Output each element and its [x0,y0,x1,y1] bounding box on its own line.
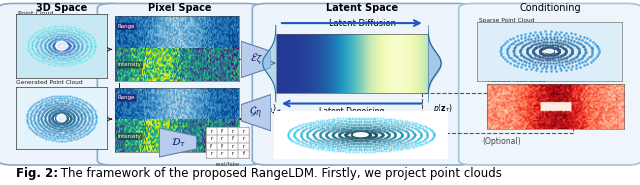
Text: Intensity: Intensity [118,134,141,139]
Text: $p(\mathbf{z}_0)$: $p(\mathbf{z}_0)$ [257,102,276,115]
Text: Latent Space: Latent Space [326,3,398,13]
Text: The framework of the proposed RangeLDM. Firstly, we project point clouds: The framework of the proposed RangeLDM. … [57,167,502,180]
Text: $p(\mathbf{z}_T)$: $p(\mathbf{z}_T)$ [433,102,453,115]
Text: Range: Range [118,24,135,29]
Text: Fig. 2:: Fig. 2: [15,167,58,180]
Text: Intensity: Intensity [118,62,141,67]
Text: Latent Diffusion: Latent Diffusion [329,19,396,28]
FancyBboxPatch shape [0,4,125,165]
Text: Masked Point Cloud: Masked Point Cloud [488,78,546,83]
Text: Pixel Space: Pixel Space [148,3,211,13]
Text: Latent Denoising: Latent Denoising [319,107,385,116]
Text: Conditioning: Conditioning [519,3,581,13]
Text: Sparse Point Cloud: Sparse Point Cloud [479,18,534,23]
Text: real/fake: real/fake [216,161,239,166]
Text: 3D Space: 3D Space [36,3,88,13]
FancyBboxPatch shape [459,4,640,165]
Text: Point Cloud: Point Cloud [18,11,54,16]
Text: Range: Range [118,95,135,100]
FancyBboxPatch shape [97,4,262,165]
Text: (Optional): (Optional) [483,137,522,146]
Text: Generated Point Cloud: Generated Point Cloud [16,80,83,85]
FancyBboxPatch shape [252,4,472,165]
